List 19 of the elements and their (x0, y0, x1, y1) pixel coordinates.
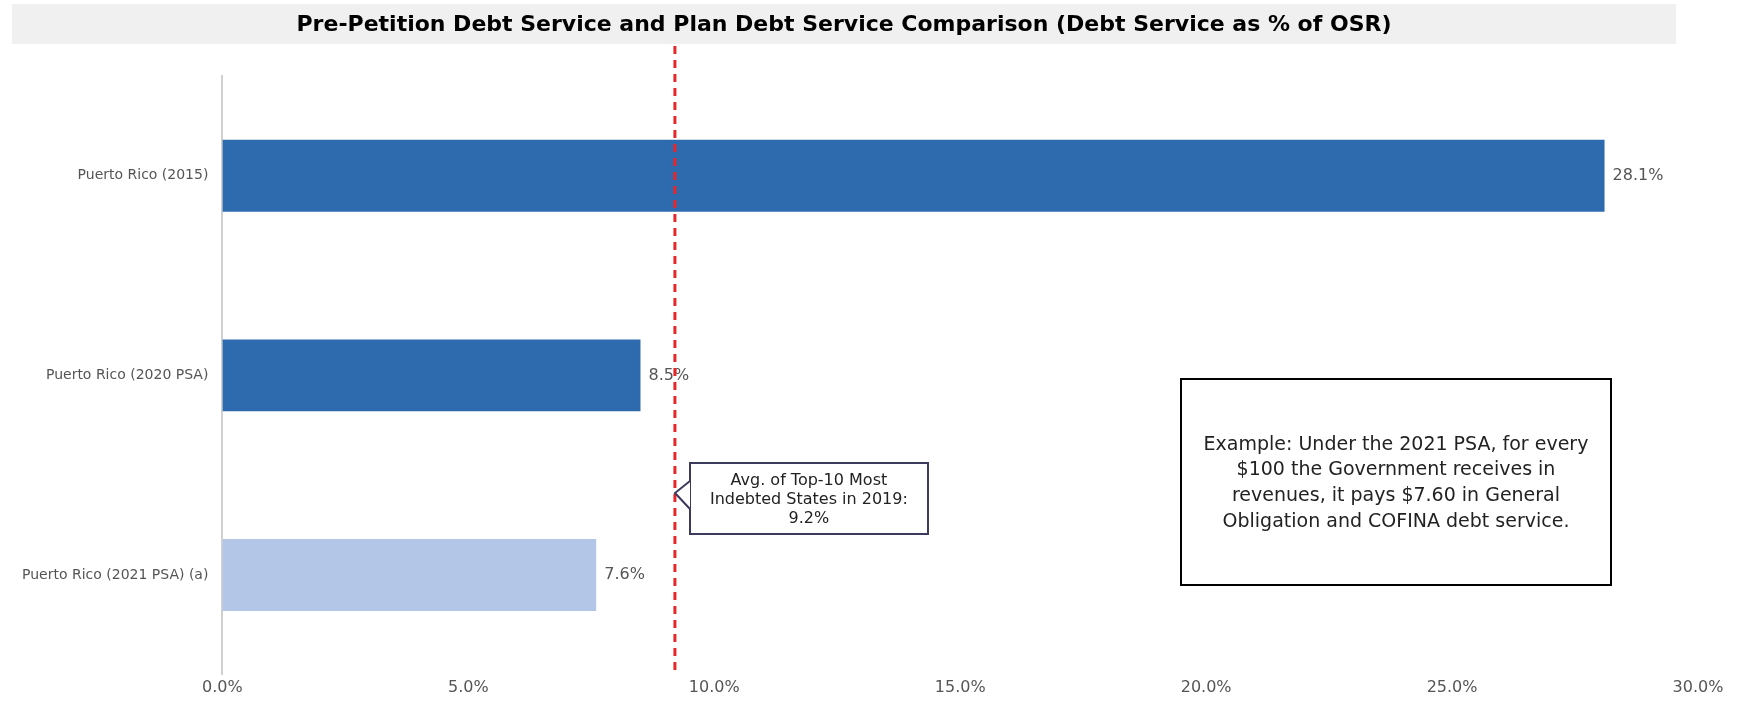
x-tick-label: 5.0% (448, 676, 489, 696)
data-label: 8.5% (648, 364, 690, 384)
x-tick-label: 0.0% (202, 676, 243, 696)
y-tick-label: Puerto Rico (2020 PSA) (45, 366, 209, 383)
y-tick-label: Puerto Rico (2021 PSA) (a) (21, 565, 209, 582)
x-tick-label: 10.0% (688, 676, 740, 696)
bar (222, 139, 1605, 212)
data-label: 28.1% (1612, 164, 1664, 184)
data-label: 7.6% (604, 564, 645, 584)
bar (222, 539, 597, 611)
chart-title: Pre-Petition Debt Service and Plan Debt Service Comparison (Debt Service as % of OSR) (12, 4, 1676, 44)
x-tick-label: 30.0% (1672, 676, 1724, 696)
bar (222, 339, 641, 412)
x-tick-label: 25.0% (1426, 676, 1478, 696)
x-tick-label: 20.0% (1180, 676, 1232, 696)
y-tick-label: Puerto Rico (2015) (77, 166, 209, 183)
x-tick-label: 15.0% (934, 676, 986, 696)
callout-box: Avg. of Top-10 Most Indebted States in 2019: 9.2% (688, 462, 929, 535)
text-box: Example: Under the 2021 PSA, for every $100 the Government receives in revenues, it pays $7.60 in General Obligation and COFINA debt service. (1180, 378, 1612, 586)
